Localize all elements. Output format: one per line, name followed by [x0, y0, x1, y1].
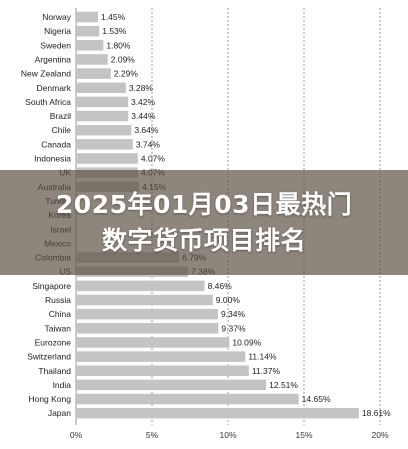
- value-label: 11.14%: [248, 352, 277, 362]
- value-label: 12.51%: [269, 380, 298, 390]
- value-label: 11.37%: [252, 366, 281, 376]
- category-label: Chile: [52, 125, 72, 135]
- bar: [76, 68, 111, 79]
- category-label: New Zealand: [21, 69, 71, 79]
- bar: [76, 379, 267, 391]
- category-label: China: [49, 309, 71, 319]
- bar: [76, 280, 205, 292]
- value-label: 18.61%: [362, 408, 391, 418]
- bar: [76, 124, 132, 136]
- category-label: Denmark: [37, 83, 72, 93]
- bar: [76, 407, 359, 419]
- value-label: 1.80%: [106, 40, 131, 50]
- bar: [76, 54, 108, 65]
- bar: [76, 365, 249, 376]
- category-label: India: [53, 380, 72, 390]
- overlay-title: 2025年01月03日最热门数字货币项目排名: [55, 189, 353, 255]
- bar: [76, 110, 129, 122]
- bar: [76, 40, 104, 51]
- category-label: Hong Kong: [28, 394, 71, 404]
- category-label: Taiwan: [45, 323, 72, 333]
- x-tick-label: 10%: [219, 430, 236, 440]
- category-label: Brazil: [50, 111, 71, 121]
- x-tick-label: 15%: [295, 430, 312, 440]
- value-label: 1.45%: [101, 12, 126, 22]
- bar: [76, 294, 213, 306]
- bar: [76, 153, 138, 164]
- value-label: 4.07%: [141, 154, 166, 164]
- x-tick-label: 0%: [70, 430, 83, 440]
- value-label: 2.29%: [114, 69, 139, 79]
- category-label: Argentina: [35, 54, 72, 64]
- bar: [76, 323, 219, 334]
- value-label: 9.37%: [221, 323, 246, 333]
- bar: [76, 139, 133, 150]
- value-label: 3.28%: [129, 83, 154, 93]
- category-label: Canada: [41, 139, 71, 149]
- bar: [76, 82, 126, 93]
- value-label: 3.42%: [131, 97, 156, 107]
- category-label: Singapore: [32, 281, 71, 291]
- x-tick-label: 20%: [371, 430, 388, 440]
- category-label: Russia: [45, 295, 71, 305]
- value-label: 2.09%: [111, 54, 136, 64]
- category-label: Thailand: [38, 366, 71, 376]
- category-label: Nigeria: [44, 26, 71, 36]
- category-label: Switzerland: [27, 352, 71, 362]
- value-label: 10.09%: [232, 337, 261, 347]
- bar: [76, 25, 100, 37]
- value-label: 14.65%: [302, 394, 331, 404]
- category-label: Indonesia: [34, 154, 71, 164]
- bar: [76, 393, 299, 405]
- value-label: 1.53%: [102, 26, 127, 36]
- value-label: 3.64%: [134, 125, 159, 135]
- category-label: South Africa: [25, 97, 71, 107]
- value-label: 3.74%: [136, 139, 161, 149]
- category-label: Sweden: [40, 40, 71, 50]
- title-overlay-banner: 2025年01月03日最热门数字货币项目排名: [0, 170, 408, 275]
- x-tick-label: 5%: [146, 430, 159, 440]
- value-label: 3.44%: [131, 111, 156, 121]
- value-label: 9.34%: [221, 309, 246, 319]
- bar: [76, 11, 99, 23]
- category-label: Japan: [48, 408, 71, 418]
- category-label: Eurozone: [35, 337, 72, 347]
- bar: [76, 308, 218, 320]
- category-label: Norway: [42, 12, 72, 22]
- x-axis-ticks: 0% 5% 10% 15% 20%: [70, 430, 389, 440]
- bar: [76, 351, 246, 362]
- bar: [76, 96, 128, 108]
- value-label: 9.00%: [216, 295, 241, 305]
- value-label: 8.46%: [208, 281, 233, 291]
- bar: [76, 337, 230, 348]
